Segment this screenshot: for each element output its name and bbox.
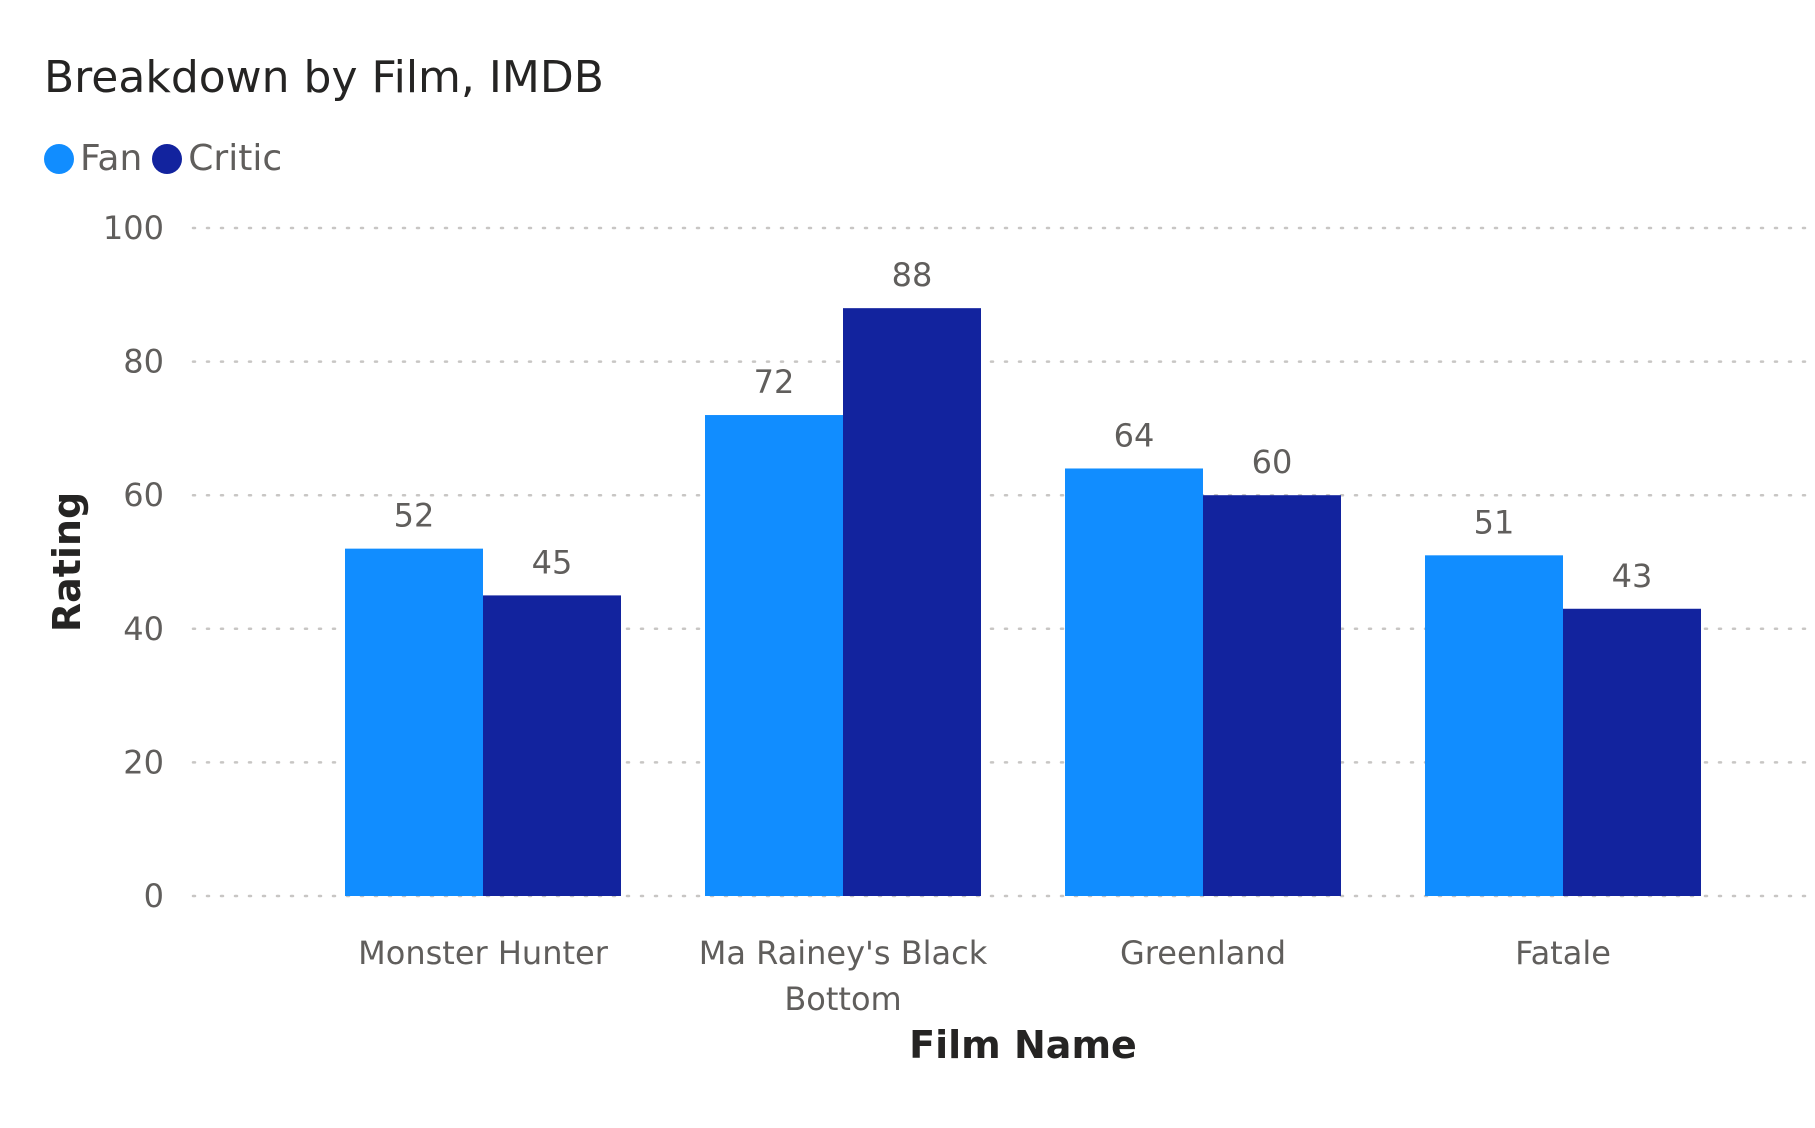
y-tick-label: 40 xyxy=(123,610,164,648)
legend-marker-fan xyxy=(44,143,74,174)
y-tick-label: 80 xyxy=(123,343,164,381)
bar-critic-3[interactable] xyxy=(1563,608,1701,896)
y-tick-label: 0 xyxy=(144,877,164,915)
x-tick-label: Bottom xyxy=(784,980,901,1018)
x-tick-label: Ma Rainey's Black xyxy=(699,934,988,972)
legend-label-critic: Critic xyxy=(188,138,283,179)
data-labels: 52 45 72 88 64 60 51 43 xyxy=(394,256,1653,595)
bar-fan-0[interactable] xyxy=(345,548,483,896)
data-label-fan-1: 72 xyxy=(754,363,795,401)
y-tick-label: 60 xyxy=(123,476,164,514)
legend: Fan Critic xyxy=(44,138,292,179)
bar-critic-2[interactable] xyxy=(1203,495,1341,896)
data-label-fan-0: 52 xyxy=(394,497,435,535)
y-tick-label: 100 xyxy=(103,209,164,247)
y-axis-title: Rating xyxy=(45,492,89,632)
bar-critic-0[interactable] xyxy=(483,595,621,896)
x-tick-label: Fatale xyxy=(1515,934,1611,972)
bar-critic-1[interactable] xyxy=(843,308,981,896)
data-label-critic-3: 43 xyxy=(1612,557,1653,595)
data-label-fan-2: 64 xyxy=(1114,416,1155,454)
legend-item-critic[interactable]: Critic xyxy=(152,138,282,179)
data-label-critic-1: 88 xyxy=(892,256,933,294)
x-axis-title: Film Name xyxy=(909,1023,1137,1067)
data-label-critic-0: 45 xyxy=(532,543,573,581)
bars xyxy=(345,308,1701,896)
y-tick-label: 20 xyxy=(123,743,164,781)
legend-marker-critic xyxy=(152,143,183,174)
data-label-critic-2: 60 xyxy=(1252,443,1293,481)
bar-fan-2[interactable] xyxy=(1065,468,1203,896)
chart-title: Breakdown by Film, IMDB xyxy=(44,52,604,103)
x-axis-ticks: Monster Hunter Ma Rainey's Black Bottom Gre… xyxy=(358,934,1611,1018)
y-axis-ticks: 0 20 40 60 80 100 xyxy=(103,209,164,915)
data-label-fan-3: 51 xyxy=(1474,503,1515,541)
bar-fan-3[interactable] xyxy=(1425,555,1563,896)
bar-fan-1[interactable] xyxy=(705,415,843,896)
x-tick-label: Monster Hunter xyxy=(358,934,609,972)
x-tick-label: Greenland xyxy=(1120,934,1286,972)
legend-label-fan: Fan xyxy=(80,138,143,179)
legend-item-fan[interactable]: Fan xyxy=(44,138,142,179)
